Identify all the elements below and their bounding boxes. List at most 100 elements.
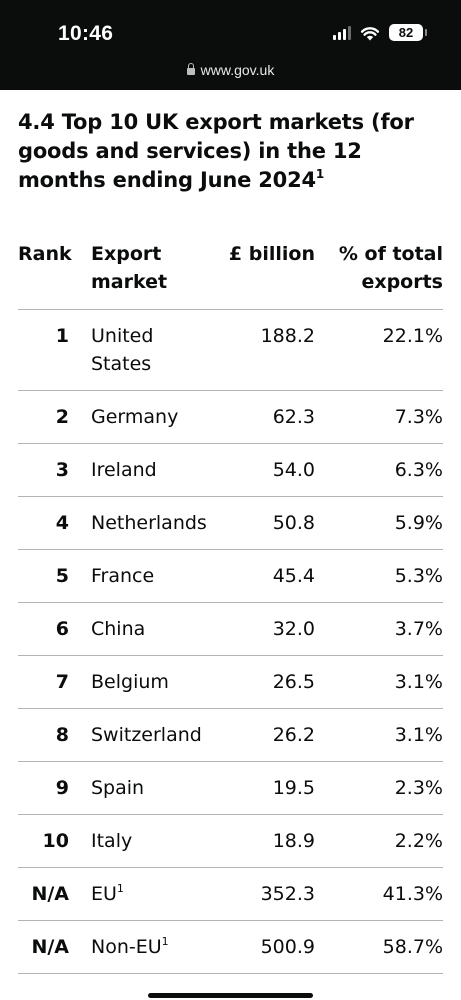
cell-share-text: 58.7% (382, 936, 443, 958)
cell-market-text: Switzerland (91, 724, 202, 746)
heading-text: 4.4 Top 10 UK export markets (for goods … (18, 110, 414, 192)
cell-value: 188.2 (215, 309, 315, 391)
cell-market: France (91, 549, 215, 603)
cell-rank: 4 (18, 496, 91, 550)
cell-value-text: 18.9 (272, 830, 315, 852)
cell-market-text: Netherlands (91, 512, 207, 534)
header-rank: Rank (18, 236, 91, 310)
battery-icon: 82 (389, 24, 427, 41)
table-row: 9 Spain 19.5 2.3% (18, 761, 443, 815)
cell-rank-text: 3 (55, 459, 69, 481)
footnote-link[interactable]: 1 (161, 935, 169, 948)
cell-value: 26.5 (215, 655, 315, 709)
cell-rank-text: 9 (55, 777, 69, 799)
cell-share-text: 5.3% (394, 565, 443, 587)
cell-share: 22.1% (315, 309, 443, 391)
table-row: N/A Non-EU1 500.9 58.7% (18, 920, 443, 974)
cell-rank-text: N/A (31, 936, 69, 958)
cell-rank-text: 4 (55, 512, 69, 534)
cell-rank: N/A (18, 867, 91, 921)
status-bar: 10:46 82 www.gov.uk (0, 0, 461, 90)
cell-share-text: 7.3% (394, 406, 443, 428)
cell-market: Netherlands (91, 496, 215, 550)
cell-rank: N/A (18, 920, 91, 974)
cell-market-text: Spain (91, 777, 145, 799)
cell-rank-text: 5 (55, 565, 69, 587)
cell-rank: 8 (18, 708, 91, 762)
status-icons: 82 (333, 24, 427, 41)
table-row: 8 Switzerland 26.2 3.1% (18, 708, 443, 762)
cell-rank: 6 (18, 602, 91, 656)
table-row: 4 Netherlands 50.8 5.9% (18, 496, 443, 550)
cell-share-text: 3.1% (394, 671, 443, 693)
cell-share: 7.3% (315, 390, 443, 444)
cell-value: 18.9 (215, 814, 315, 868)
lock-icon (186, 63, 195, 75)
table-header: Rank Export market £ billion % of total … (18, 236, 443, 310)
cell-market: Germany (91, 390, 215, 444)
table-row: 1 United States 188.2 22.1% (18, 309, 443, 391)
cell-value-text: 352.3 (260, 883, 315, 905)
cell-market: Switzerland (91, 708, 215, 762)
cell-market: United States (91, 309, 215, 391)
cell-value: 19.5 (215, 761, 315, 815)
cell-rank: 1 (18, 309, 91, 391)
cell-rank-text: 10 (42, 830, 69, 852)
table-row: 10 Italy 18.9 2.2% (18, 814, 443, 868)
footnote-link[interactable]: 1 (116, 882, 124, 895)
header-share: % of total exports (315, 236, 443, 310)
cell-market-text: Germany (91, 406, 179, 428)
table-row: 3 Ireland 54.0 6.3% (18, 443, 443, 497)
cell-market-text: Italy (91, 830, 133, 852)
cell-market-text: United States (91, 325, 154, 375)
cell-share-text: 2.3% (394, 777, 443, 799)
cell-share-text: 22.1% (382, 325, 443, 347)
url-text: www.gov.uk (200, 62, 275, 78)
cell-market: China (91, 602, 215, 656)
cellular-signal-icon (333, 25, 351, 40)
heading-footnote-link[interactable]: 1 (315, 167, 325, 181)
cell-value-text: 26.5 (272, 671, 315, 693)
cell-value: 26.2 (215, 708, 315, 762)
cell-share: 3.7% (315, 602, 443, 656)
cell-share: 2.3% (315, 761, 443, 815)
cell-rank: 10 (18, 814, 91, 868)
cell-value: 500.9 (215, 920, 315, 974)
cell-share-text: 5.9% (394, 512, 443, 534)
cell-value-text: 50.8 (272, 512, 315, 534)
home-indicator[interactable] (148, 993, 313, 998)
address-bar[interactable]: www.gov.uk (0, 62, 461, 78)
cell-value: 352.3 (215, 867, 315, 921)
cell-market-text: EU (91, 883, 117, 905)
cell-share: 58.7% (315, 920, 443, 974)
cell-market-text: China (91, 618, 146, 640)
cell-market-text: Ireland (91, 459, 157, 481)
cell-rank-text: 6 (55, 618, 69, 640)
cell-value: 50.8 (215, 496, 315, 550)
table-row: N/A EU1 352.3 41.3% (18, 867, 443, 921)
cell-market: Italy (91, 814, 215, 868)
wifi-icon (360, 26, 380, 40)
cell-rank: 3 (18, 443, 91, 497)
table-row: 5 France 45.4 5.3% (18, 549, 443, 603)
cell-value: 45.4 (215, 549, 315, 603)
cell-rank: 2 (18, 390, 91, 444)
cell-rank-text: 1 (55, 325, 69, 347)
status-time: 10:46 (58, 22, 114, 45)
cell-value-text: 26.2 (272, 724, 315, 746)
cell-share-text: 3.7% (394, 618, 443, 640)
table-row: 2 Germany 62.3 7.3% (18, 390, 443, 444)
cell-market: Spain (91, 761, 215, 815)
cell-share: 6.3% (315, 443, 443, 497)
cell-share: 3.1% (315, 708, 443, 762)
cell-share: 2.2% (315, 814, 443, 868)
cell-value-text: 188.2 (260, 325, 315, 347)
cell-value-text: 19.5 (272, 777, 315, 799)
cell-rank-text: 2 (55, 406, 69, 428)
cell-share: 41.3% (315, 867, 443, 921)
cell-value-text: 54.0 (272, 459, 315, 481)
header-market: Export market (91, 236, 215, 310)
cell-value: 54.0 (215, 443, 315, 497)
table-row: 6 China 32.0 3.7% (18, 602, 443, 656)
export-markets-table: Rank Export market £ billion % of total … (18, 236, 443, 974)
